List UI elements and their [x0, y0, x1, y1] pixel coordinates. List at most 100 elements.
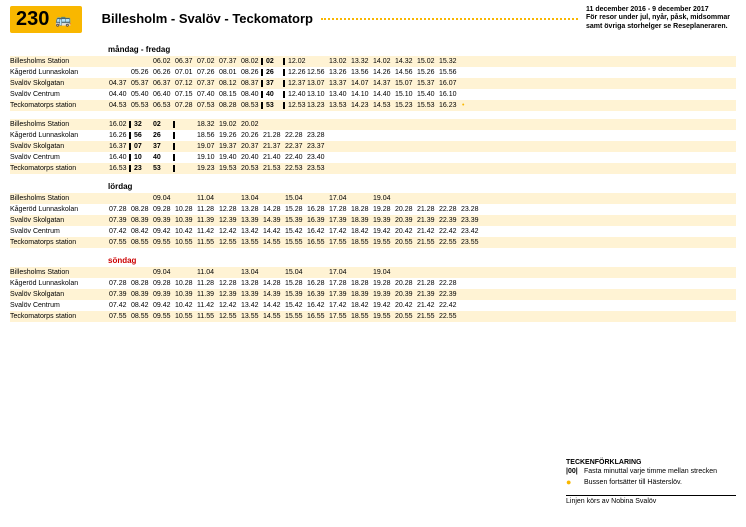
time-cell: 09.04: [152, 269, 174, 276]
time-cell: 19.37: [218, 143, 240, 150]
time-cell: [328, 165, 350, 172]
time-cell: 13.40: [328, 91, 350, 98]
table-row: Teckomatorps station07.5508.5509.5510.55…: [10, 311, 736, 322]
time-cell: 12.55: [218, 239, 240, 246]
time-cell: 11.55: [196, 239, 218, 246]
time-cell: 17.55: [328, 239, 350, 246]
time-cell: 05.53: [130, 102, 152, 109]
header: 230 🚌 Billesholm - Svalöv - Teckomatorp …: [0, 0, 746, 37]
time-cell: [548, 206, 570, 213]
time-cell: [350, 269, 372, 276]
footer: Linjen körs av Nobina Svalöv: [566, 495, 736, 505]
time-cell: 10.39: [174, 291, 196, 298]
time-cell: 12.02: [284, 58, 306, 65]
time-cell: [526, 195, 548, 202]
time-cell: 18.39: [350, 217, 372, 224]
time-cell: 15.04: [284, 195, 306, 202]
time-cell: 16.39: [306, 291, 328, 298]
time-cell: 07.37: [218, 58, 240, 65]
time-cell: 18.28: [350, 206, 372, 213]
time-cell: 18.42: [350, 228, 372, 235]
time-cell: [284, 121, 306, 128]
time-cell: 16.55: [306, 313, 328, 320]
time-cell: [306, 121, 328, 128]
time-cell: 14.26: [372, 69, 394, 76]
time-cell: 15.04: [284, 269, 306, 276]
time-cell: 09.28: [152, 206, 174, 213]
time-cell: 23.28: [306, 132, 328, 139]
time-cell: [570, 291, 592, 298]
time-cell: [526, 217, 548, 224]
time-cell: 15.40: [416, 91, 438, 98]
time-cell: 07.55: [108, 313, 130, 320]
time-cell: 14.56: [394, 69, 416, 76]
stop-name: Billesholms Station: [10, 195, 108, 202]
time-cell: 22.42: [438, 228, 460, 235]
time-cell: [526, 269, 548, 276]
time-cell: [460, 280, 482, 287]
time-cell: 26: [262, 69, 284, 76]
time-cell: 21.39: [416, 217, 438, 224]
time-cell: 14.07: [350, 80, 372, 87]
time-cell: 10.39: [174, 217, 196, 224]
table-row: Svalöv Skolgatan07.3908.3909.3910.3911.3…: [10, 289, 736, 300]
time-cell: [130, 269, 152, 276]
time-cell: 14.10: [350, 91, 372, 98]
time-cell: 17.55: [328, 313, 350, 320]
time-cell: 22.40: [284, 154, 306, 161]
time-cell: 21.37: [262, 143, 284, 150]
table-row: Kågeröd Lunnaskolan07.2808.2809.2810.281…: [10, 204, 736, 215]
time-cell: 06.40: [152, 91, 174, 98]
time-cell: 13.56: [350, 69, 372, 76]
time-cell: [350, 195, 372, 202]
time-cell: [526, 302, 548, 309]
time-cell: 17.28: [328, 280, 350, 287]
day-label: söndag: [108, 256, 736, 265]
time-cell: 19.53: [218, 165, 240, 172]
time-cell: 05.26: [130, 69, 152, 76]
time-cell: 32: [130, 121, 152, 128]
time-cell: 07.42: [108, 302, 130, 309]
time-cell: 21.28: [262, 132, 284, 139]
bus-icon: 🚌: [55, 12, 71, 28]
time-cell: 37: [262, 80, 284, 87]
time-cell: 21.40: [262, 154, 284, 161]
time-cell: 23.37: [306, 143, 328, 150]
time-cell: 08.37: [240, 80, 262, 87]
time-cell: [174, 121, 196, 128]
time-cell: [482, 206, 504, 213]
time-cell: 05.40: [130, 91, 152, 98]
time-cell: 12.28: [218, 280, 240, 287]
time-cell: 11.55: [196, 313, 218, 320]
time-cell: [570, 239, 592, 246]
time-cell: 13.55: [240, 313, 262, 320]
stop-name: Kågeröd Lunnaskolan: [10, 280, 108, 287]
day-label: måndag - fredag: [108, 45, 736, 54]
time-cell: 23.53: [306, 165, 328, 172]
time-cell: 13.07: [306, 80, 328, 87]
time-cell: 19.02: [218, 121, 240, 128]
time-cell: 14.23: [350, 102, 372, 109]
table-row: Kågeröd Lunnaskolan05.2606.2607.0107.260…: [10, 67, 736, 78]
time-cell: 56: [130, 132, 152, 139]
time-cell: 13.28: [240, 206, 262, 213]
stop-name: Billesholms Station: [10, 269, 108, 276]
time-cell: 09.28: [152, 280, 174, 287]
time-cell: 20.26: [240, 132, 262, 139]
time-cell: [570, 280, 592, 287]
time-cell: [174, 269, 196, 276]
time-cell: [482, 313, 504, 320]
route-number: 230: [16, 8, 49, 31]
time-cell: [416, 195, 438, 202]
time-cell: 06.53: [152, 102, 174, 109]
time-cell: 19.07: [196, 143, 218, 150]
table-row: Teckomatorps station16.53235319.2319.532…: [10, 163, 736, 174]
time-cell: 14.42: [262, 228, 284, 235]
time-cell: 08.55: [130, 313, 152, 320]
time-cell: 53: [262, 102, 284, 109]
time-cell: [482, 291, 504, 298]
time-cell: 10.42: [174, 302, 196, 309]
time-cell: 07.53: [196, 102, 218, 109]
stop-name: Svalöv Skolgatan: [10, 217, 108, 224]
time-cell: 13.42: [240, 228, 262, 235]
